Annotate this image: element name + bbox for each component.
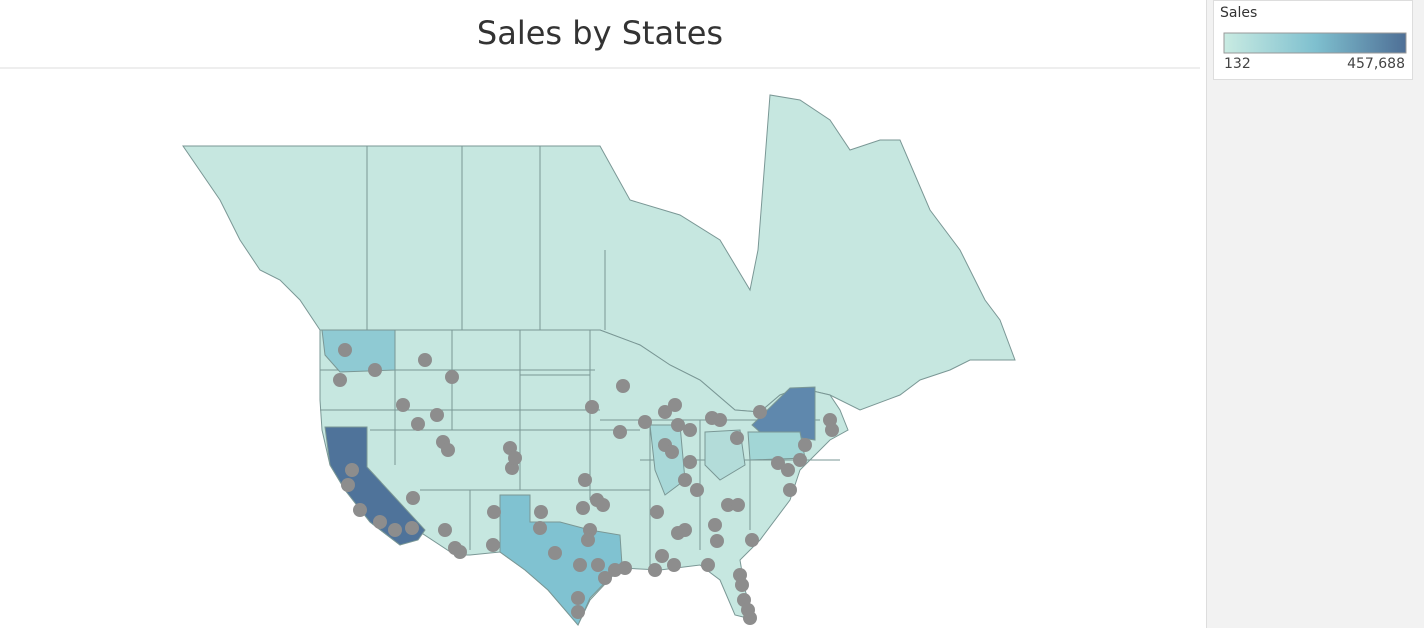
city-dot [721, 498, 735, 512]
city-dot [650, 505, 664, 519]
city-dot [613, 425, 627, 439]
city-dot [573, 558, 587, 572]
city-dot [783, 483, 797, 497]
city-dot [333, 373, 347, 387]
city-dot [486, 538, 500, 552]
city-dot [576, 501, 590, 515]
city-dot [345, 463, 359, 477]
city-dot [405, 521, 419, 535]
city-dot [571, 605, 585, 619]
city-dot [638, 415, 652, 429]
side-panel [1206, 0, 1424, 628]
color-ramp [1223, 32, 1407, 54]
map [0, 67, 1200, 626]
city-dot [671, 526, 685, 540]
california [324, 426, 426, 546]
city-dot [735, 578, 749, 592]
city-dot [508, 451, 522, 465]
city-dot [655, 549, 669, 563]
city-dot [596, 498, 610, 512]
city-dot [781, 463, 795, 477]
city-dot [825, 423, 839, 437]
city-dot [658, 405, 672, 419]
city-dot [418, 353, 432, 367]
city-dot [487, 505, 501, 519]
city-dot [731, 498, 745, 512]
city-dot [793, 453, 807, 467]
city-dot [430, 408, 444, 422]
new-york [751, 386, 816, 441]
legend: Sales 132 457,688 [1213, 0, 1413, 80]
city-dot [388, 523, 402, 537]
city-dot [683, 455, 697, 469]
city-dot [683, 423, 697, 437]
city-dot [713, 413, 727, 427]
city-dot [548, 546, 562, 560]
legend-title: Sales [1220, 5, 1258, 21]
city-dot [648, 563, 662, 577]
city-dot [406, 491, 420, 505]
city-dot [710, 534, 724, 548]
city-dot [743, 611, 757, 625]
city-dot [591, 558, 605, 572]
city-dot [585, 400, 599, 414]
city-dot [690, 483, 704, 497]
city-dot [730, 431, 744, 445]
city-dot [581, 533, 595, 547]
city-dot [445, 370, 459, 384]
city-dot [753, 405, 767, 419]
city-dot [745, 533, 759, 547]
city-dot [667, 558, 681, 572]
city-dot [373, 515, 387, 529]
city-dot [618, 561, 632, 575]
city-dot [341, 478, 355, 492]
city-dot [441, 443, 455, 457]
city-dot [708, 518, 722, 532]
city-dot [701, 558, 715, 572]
city-dot [598, 571, 612, 585]
city-dot [798, 438, 812, 452]
city-dot [671, 418, 685, 432]
city-dot [571, 591, 585, 605]
city-dot [665, 445, 679, 459]
legend-max: 457,688 [1347, 56, 1405, 72]
city-dot [353, 503, 367, 517]
city-dot [338, 343, 352, 357]
city-dot [534, 505, 548, 519]
legend-min: 132 [1224, 56, 1251, 72]
city-dot [668, 398, 682, 412]
city-dot [616, 379, 630, 393]
legend-bar [1223, 32, 1407, 54]
city-dot [533, 521, 547, 535]
city-dot [368, 363, 382, 377]
city-dot [678, 473, 692, 487]
city-dot [771, 456, 785, 470]
city-dot [396, 398, 410, 412]
city-dot [411, 417, 425, 431]
city-dot [453, 545, 467, 559]
washington [321, 329, 396, 373]
title: Sales by States [476, 14, 724, 52]
city-dot [438, 523, 452, 537]
city-dot [578, 473, 592, 487]
